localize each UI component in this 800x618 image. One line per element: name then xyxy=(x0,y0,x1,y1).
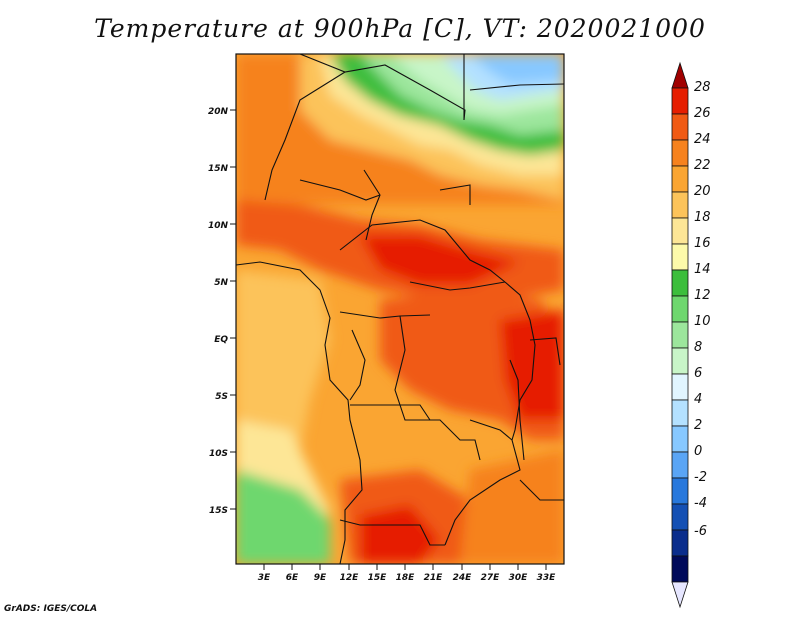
colorbar-label: -6 xyxy=(694,524,707,539)
plot-title: Temperature at 900hPa [C], VT: 202002100… xyxy=(94,14,706,43)
lon-tick-label: 30E xyxy=(509,573,529,583)
colorbar-segment xyxy=(671,165,689,193)
lon-tick-label: 9E xyxy=(314,573,327,583)
colorbar-label: -4 xyxy=(694,496,707,511)
colorbar-label: 28 xyxy=(694,80,711,95)
colorbar-segment xyxy=(671,399,689,427)
colorbar-segment xyxy=(671,425,689,453)
colorbar-label: 0 xyxy=(694,444,702,459)
colorbar-segment xyxy=(671,503,689,531)
colorbar-segment xyxy=(671,581,689,609)
colorbar-segment xyxy=(671,555,689,583)
colorbar-segment xyxy=(671,347,689,375)
lat-tick-label: EQ xyxy=(214,335,228,345)
lon-tick-label: 15E xyxy=(368,573,388,583)
colorbar-label: 8 xyxy=(694,340,702,355)
colorbar-segment xyxy=(671,87,689,115)
lat-tick-label: 5S xyxy=(215,392,228,402)
lon-tick-label: 24E xyxy=(453,573,473,583)
colorbar-label: 22 xyxy=(694,158,711,173)
colorbar-label: 2 xyxy=(694,418,702,433)
coastline xyxy=(235,261,525,565)
colorbar-label: 20 xyxy=(694,184,711,199)
colorbar-segment xyxy=(671,529,689,557)
colorbar-segment xyxy=(671,113,689,141)
colorbar-label: 14 xyxy=(694,262,711,277)
colorbar-segment xyxy=(671,477,689,505)
colorbar-segment xyxy=(671,269,689,297)
colorbar-segment xyxy=(671,295,689,323)
lat-tick-label: 10S xyxy=(209,449,228,459)
lon-tick-label: 33E xyxy=(537,573,557,583)
lon-tick-label: 6E xyxy=(286,573,299,583)
colorbar-label: 16 xyxy=(694,236,711,251)
colorbar-label: 26 xyxy=(694,106,711,121)
credit-text: GrADS: IGES/COLA xyxy=(4,604,98,614)
lon-tick-label: 18E xyxy=(396,573,416,583)
colorbar-segment xyxy=(671,61,689,89)
colorbar-label: 12 xyxy=(694,288,711,303)
colorbar-segment xyxy=(671,243,689,271)
temperature-field xyxy=(236,54,564,564)
lon-tick-label: 12E xyxy=(340,573,360,583)
lon-tick-label: 21E xyxy=(424,573,444,583)
map-frame xyxy=(235,53,565,565)
lon-axis xyxy=(263,564,547,570)
colorbar-label: 6 xyxy=(694,366,702,381)
colorbar-label: 18 xyxy=(694,210,711,225)
colorbar-label: 10 xyxy=(694,314,711,329)
colorbar-segment xyxy=(671,373,689,401)
lon-tick-label: 27E xyxy=(481,573,501,583)
lat-tick-label: 15N xyxy=(208,164,229,174)
lat-tick-label: 10N xyxy=(208,221,229,231)
lat-axis xyxy=(230,109,236,510)
colorbar-segment xyxy=(671,191,689,219)
colorbar-label: 4 xyxy=(694,392,702,407)
colorbar-segment xyxy=(671,451,689,479)
lat-tick-label: 5N xyxy=(214,278,228,288)
colorbar-label: -2 xyxy=(694,470,707,485)
country-borders xyxy=(264,54,564,546)
lat-tick-label: 20N xyxy=(208,107,229,117)
colorbar-segment xyxy=(671,139,689,167)
colorbar-segment xyxy=(671,217,689,245)
colorbar-segment xyxy=(671,321,689,349)
colorbar-label: 24 xyxy=(694,132,711,147)
lat-tick-label: 15S xyxy=(209,506,228,516)
lon-tick-label: 3E xyxy=(258,573,271,583)
